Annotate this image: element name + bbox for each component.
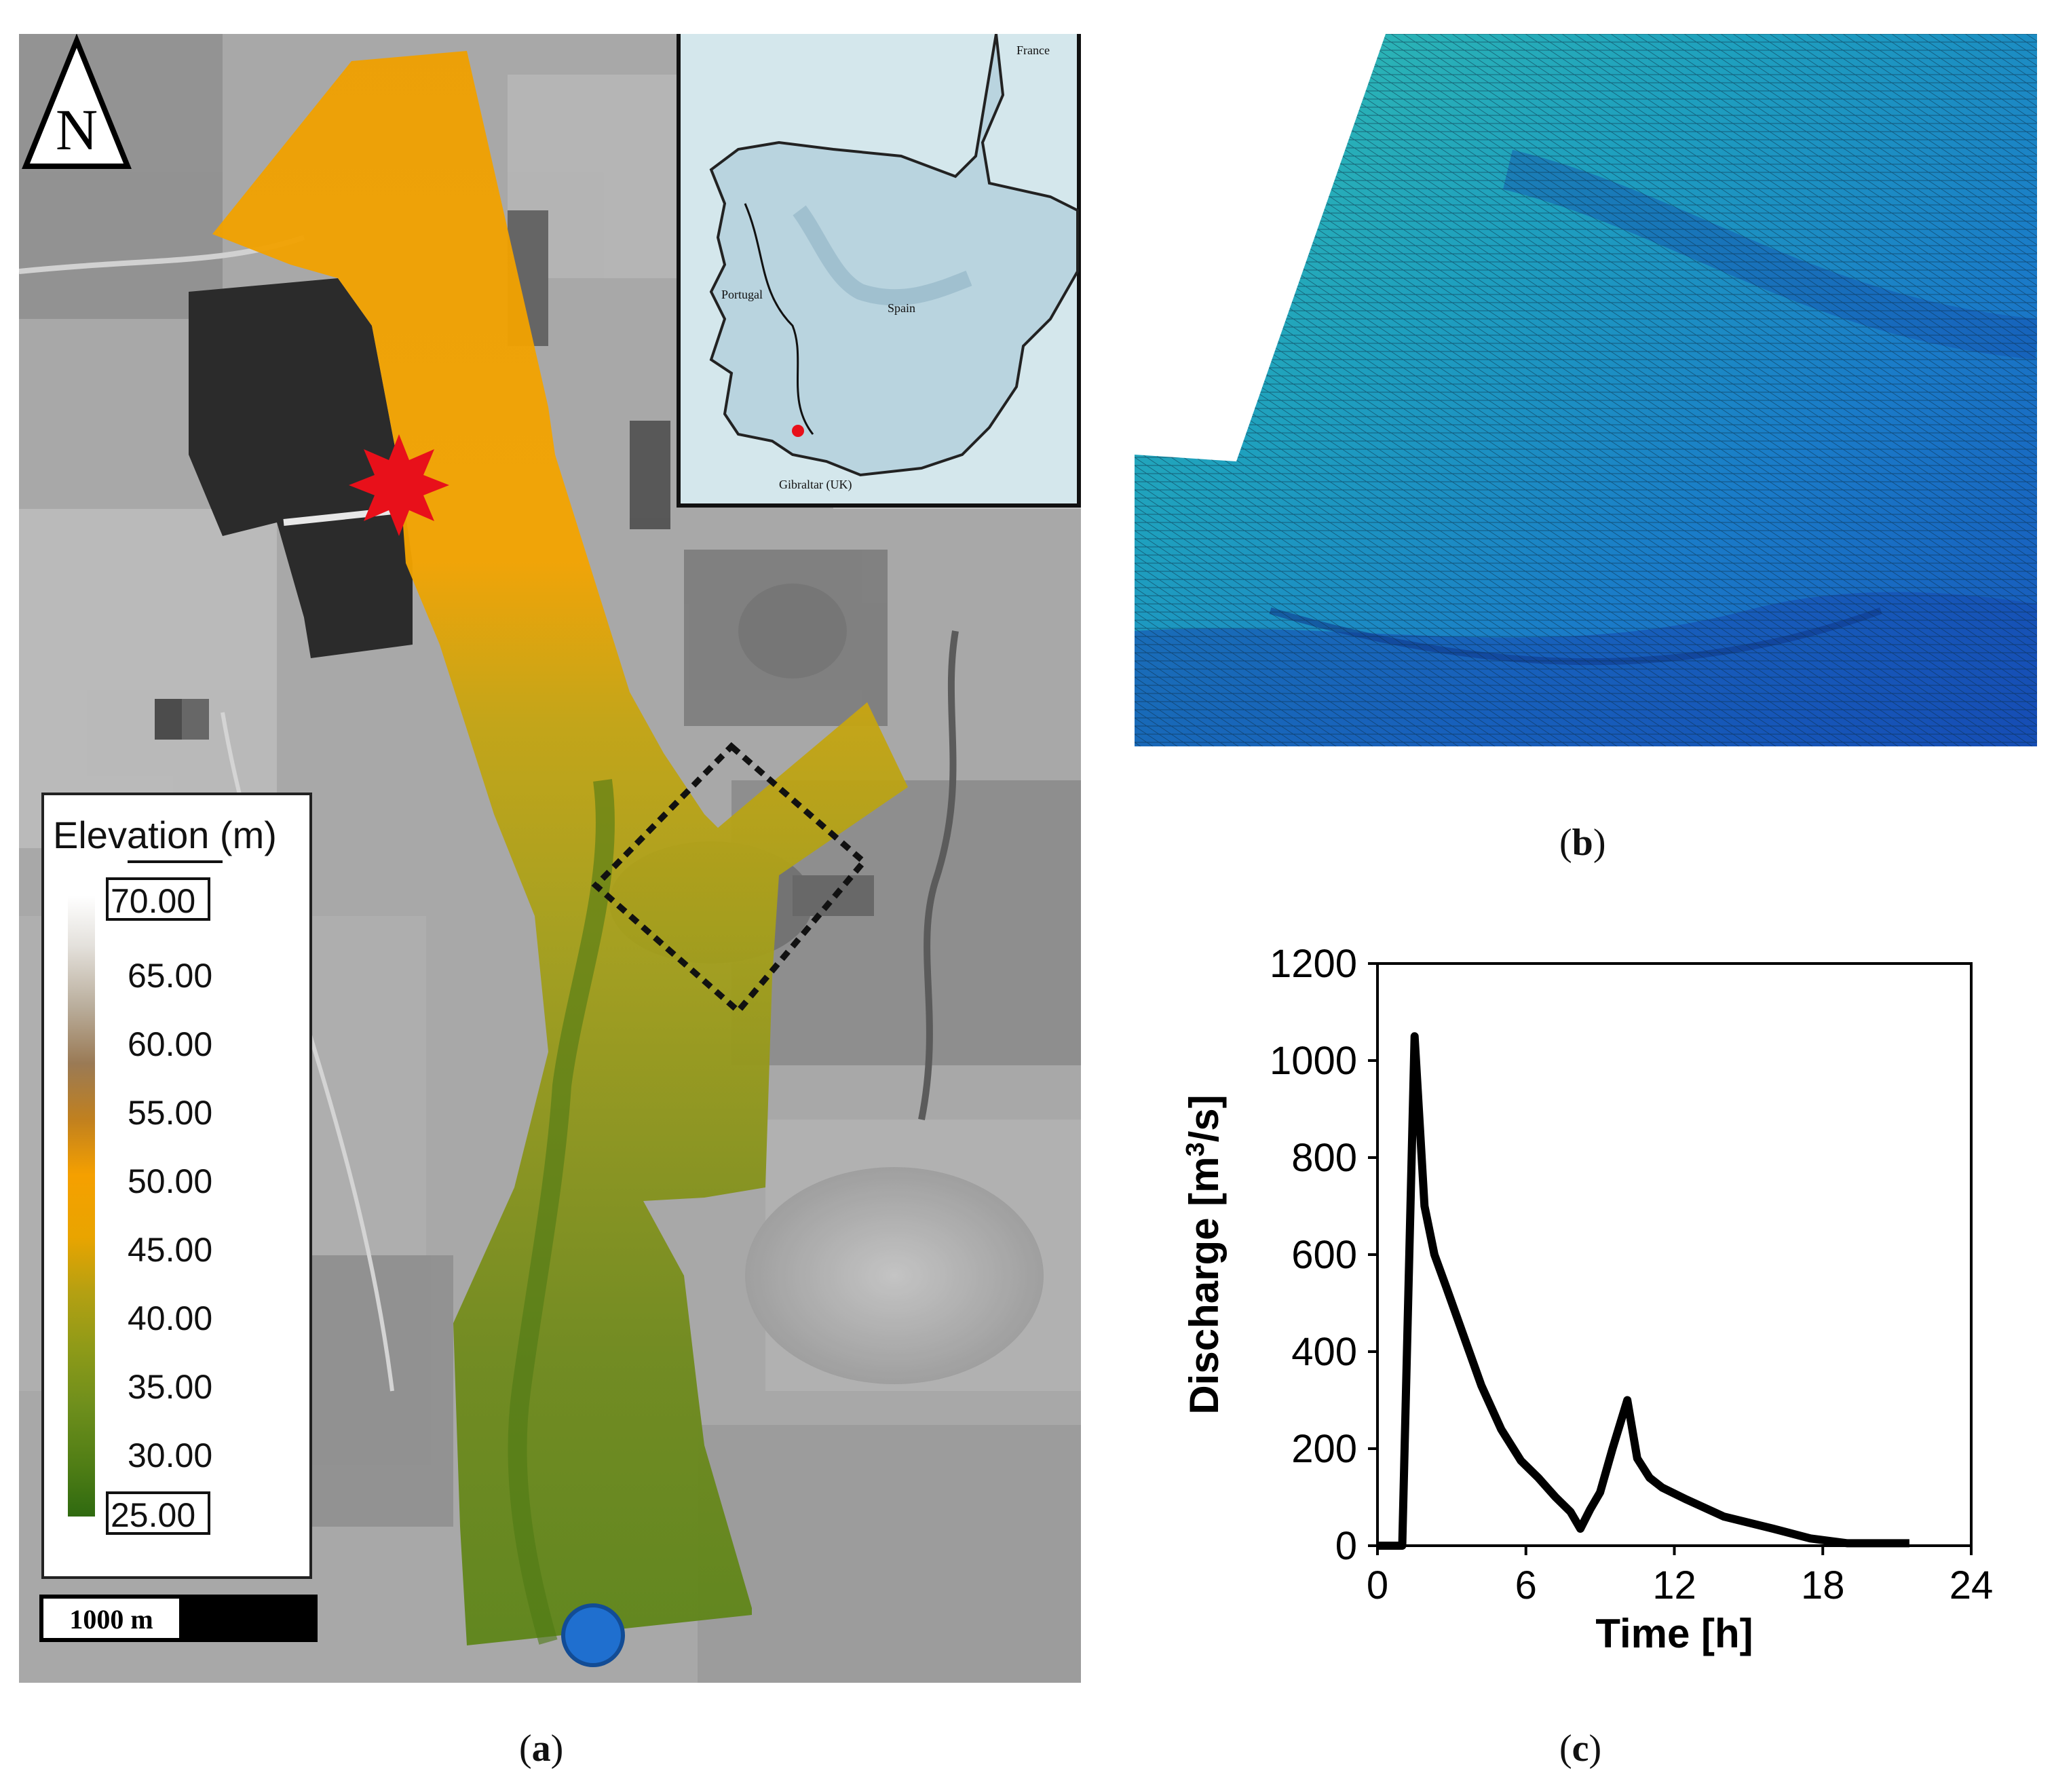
legend-min-label: 25.00	[111, 1496, 195, 1534]
x-axis-label: Time [h]	[1595, 1611, 1753, 1656]
y-tick-label: 0	[1335, 1524, 1357, 1568]
plot-frame	[1376, 962, 1973, 1547]
inset-label-spain: Spain	[888, 301, 915, 315]
panel-c-hydrograph: 0 200 400 600 800 1000 1200 0 6 12 18 24 Time [h] …	[1154, 930, 2036, 1683]
legend-tick-label: 45.00	[128, 1231, 212, 1269]
y-tick-label: 600	[1291, 1233, 1357, 1277]
caption-c: (c)	[1559, 1728, 1602, 1770]
legend-tick-label: 65.00	[128, 957, 212, 995]
river-channel	[508, 779, 615, 1645]
legend-tick-label: 35.00	[128, 1368, 212, 1406]
mesh-canvas	[1135, 34, 2037, 780]
outlet-marker	[561, 1603, 625, 1667]
legend-tick-label: 55.00	[128, 1094, 212, 1132]
scale-bar: 1000 m	[39, 1595, 318, 1642]
inset-label-portugal: Portugal	[721, 288, 763, 301]
y-tick-label: 400	[1291, 1330, 1357, 1374]
breach-star-marker	[349, 434, 449, 536]
legend-colorbar	[68, 896, 95, 1517]
legend-tick-label: 60.00	[128, 1025, 212, 1063]
x-tick-label: 18	[1801, 1563, 1845, 1607]
y-tick-label: 1200	[1270, 942, 1357, 986]
elevation-domain	[212, 51, 908, 1645]
inset-location-dot	[792, 425, 804, 437]
x-tick-label: 0	[1367, 1563, 1388, 1607]
panel-b-mesh	[1135, 34, 2037, 780]
caption-a: (a)	[519, 1728, 564, 1770]
inset-map: France Portugal Spain Gibraltar (UK)	[677, 28, 1081, 508]
y-axis-label: Discharge [m3/s]	[1181, 1094, 1227, 1414]
portugal-border	[744, 203, 814, 435]
north-arrow-icon: N	[22, 33, 132, 169]
x-tick-label: 6	[1515, 1563, 1537, 1607]
scale-bar-label: 1000 m	[69, 1604, 153, 1635]
y-tick-label: 800	[1291, 1136, 1357, 1180]
legend-title: Elevation (m)	[53, 814, 277, 856]
inset-label-gibraltar: Gibraltar (UK)	[779, 478, 852, 492]
iberian-peninsula	[709, 33, 1079, 477]
legend-tick-label: 30.00	[128, 1436, 212, 1474]
panel-a-map: N Elevation (m) 70.00 65.00 60.00 55.00 50.…	[18, 28, 1081, 1683]
elevation-legend: Elevation (m) 70.00 65.00 60.00 55.00 50.00…	[41, 793, 312, 1579]
inset-label-france: France	[1016, 43, 1050, 57]
y-axis-ticks: 0 200 400 600 800 1000 1200	[1270, 942, 1377, 1568]
y-tick-label: 1000	[1270, 1039, 1357, 1083]
caption-b: (b)	[1559, 822, 1606, 864]
legend-tick-label: 40.00	[128, 1299, 212, 1337]
x-tick-label: 12	[1652, 1563, 1696, 1607]
y-tick-label: 200	[1291, 1427, 1357, 1471]
legend-ticks: 65.00 60.00 55.00 50.00 45.00 40.00 35.00 30.00	[128, 957, 212, 1474]
map-canvas: N Elevation (m) 70.00 65.00 60.00 55.00 50.…	[18, 28, 1081, 1683]
discharge-series-line	[1377, 1032, 1909, 1550]
x-tick-label: 24	[1950, 1563, 1994, 1607]
reservoir	[189, 278, 413, 658]
legend-tick-label: 50.00	[128, 1162, 212, 1200]
legend-max-label: 70.00	[111, 882, 195, 920]
study-area-box	[591, 742, 869, 1016]
x-axis-ticks: 0 6 12 18 24	[1367, 1546, 1993, 1607]
mesh-triangles	[1135, 34, 2037, 780]
north-label: N	[56, 97, 98, 162]
